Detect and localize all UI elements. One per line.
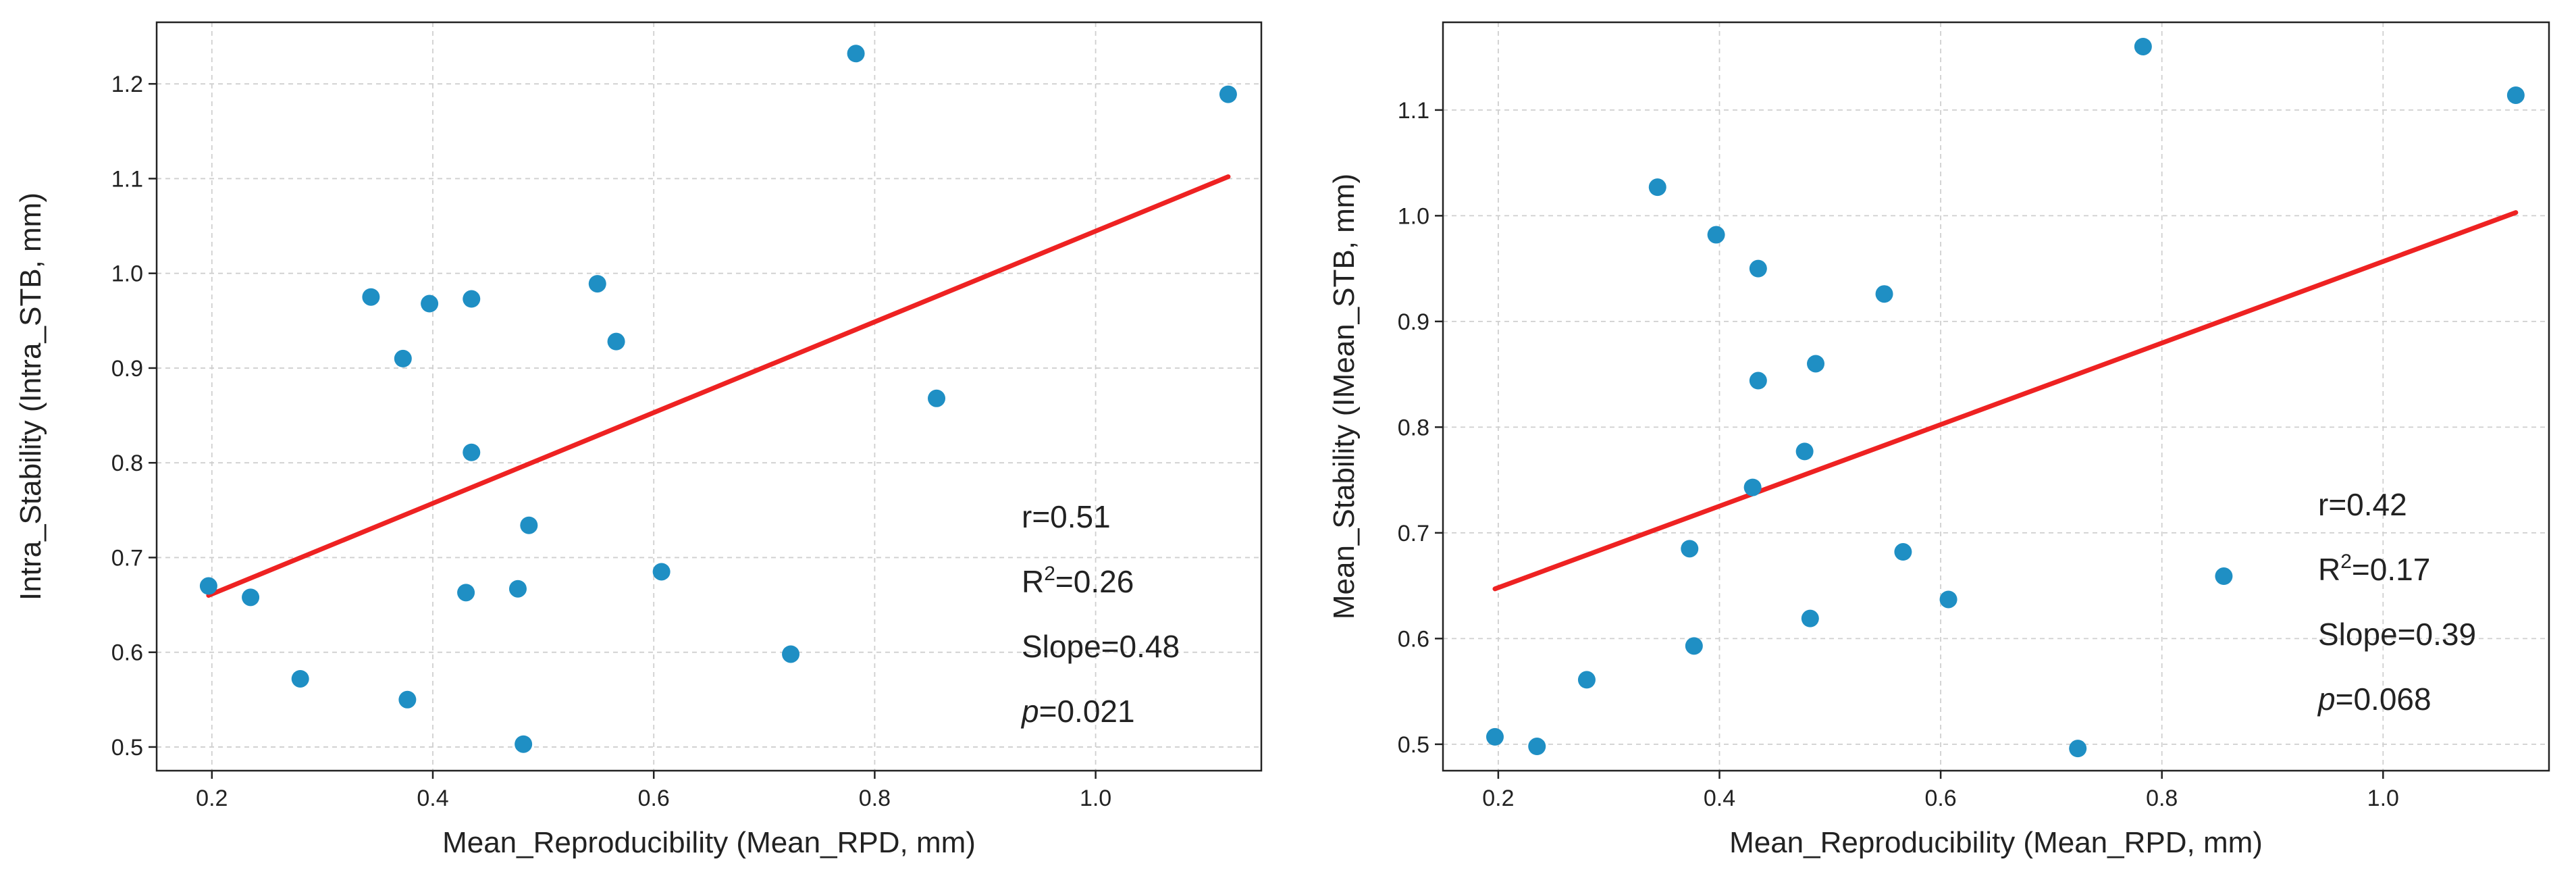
- left-x-tick-label: 0.4: [417, 786, 448, 811]
- left-y-tick-label: 0.6: [111, 640, 143, 666]
- left-stat-p: p=0.021: [1020, 694, 1135, 729]
- left-data-point: [199, 577, 217, 595]
- right-y-tick-label: 1.0: [1398, 203, 1429, 229]
- right-data-point: [1939, 590, 1957, 609]
- left-data-point: [1219, 85, 1237, 103]
- right-x-tick-label: 1.0: [2367, 786, 2399, 811]
- left-data-point: [394, 349, 412, 367]
- right-y-axis-label: Mean_Stability (IMean_STB, mm): [1328, 174, 1361, 619]
- left-data-point: [515, 735, 533, 753]
- right-data-point: [1807, 355, 1825, 373]
- left-x-tick-label: 1.0: [1080, 786, 1111, 811]
- right-data-point: [2215, 567, 2233, 586]
- left-x-tick-label: 0.2: [196, 786, 228, 811]
- right-data-point: [1795, 442, 1814, 461]
- right-data-point: [2134, 37, 2152, 55]
- left-data-point: [607, 332, 625, 351]
- left-stat-r: r=0.51: [1022, 499, 1111, 534]
- right-data-point: [1875, 285, 1893, 303]
- left-y-axis-label: Intra_Stability (Intra_STB, mm): [14, 193, 47, 600]
- right-x-tick-label: 0.8: [2146, 786, 2178, 811]
- left-data-point: [782, 645, 800, 663]
- left-data-point: [928, 389, 946, 407]
- left-data-point: [588, 275, 606, 293]
- right-x-tick-label: 0.2: [1482, 786, 1514, 811]
- left-data-point: [421, 294, 439, 313]
- right-y-tick-label: 0.6: [1398, 626, 1429, 652]
- right-fit-layer: [1492, 210, 2519, 592]
- right-gridlines: [1443, 22, 2549, 771]
- right-regression-line: [1492, 210, 2519, 592]
- left-regression-line: [206, 174, 1231, 598]
- right-stat-r: r=0.42: [2318, 487, 2407, 522]
- left-points: [199, 45, 1237, 753]
- right-data-point: [1486, 727, 1504, 746]
- left-stat-slope: Slope=0.48: [1022, 629, 1180, 664]
- left-plot-frame: [155, 21, 1263, 772]
- left-stats-annotation: r=0.51 R2=0.26 Slope=0.48 p=0.021: [1020, 499, 1180, 729]
- left-gridlines: [157, 22, 1261, 771]
- right-stats-annotation: r=0.42 R2=0.17 Slope=0.39 p=0.068: [2317, 487, 2476, 717]
- right-y-tick-label: 0.7: [1398, 521, 1429, 546]
- left-y-tick-label: 0.9: [111, 356, 143, 382]
- left-data-point: [508, 580, 527, 598]
- left-y-tick-label: 0.5: [111, 735, 143, 761]
- left-data-point: [520, 516, 538, 534]
- left-y-tick-label: 1.0: [111, 261, 143, 287]
- right-data-point: [1577, 671, 1596, 689]
- right-points: [1486, 37, 2525, 758]
- right-stat-p: p=0.068: [2317, 682, 2432, 717]
- right-plot-frame: [1442, 21, 2550, 772]
- left-axis-ticks: 0.2 0.4 0.6 0.8 1.0 0.5 0.6 0.7 0.8 0.9 1.0 1.1 1.2: [111, 72, 1111, 811]
- right-axis-ticks: 0.2 0.4 0.6 0.8 1.0 0.5 0.6 0.7 0.8 0.9 1.0 1.1: [1398, 98, 2399, 811]
- left-data-point: [463, 443, 481, 461]
- right-y-tick-label: 0.5: [1398, 732, 1429, 758]
- right-y-tick-label: 0.9: [1398, 309, 1429, 335]
- right-y-tick-label: 0.8: [1398, 415, 1429, 440]
- right-data-point: [1749, 371, 1767, 390]
- right-y-tick-label: 1.1: [1398, 98, 1429, 124]
- right-scatter-chart: 0.2 0.4 0.6 0.8 1.0 0.5 0.6 0.7 0.8 0.9 1.0 1.1 Mea…: [1328, 21, 2550, 859]
- right-data-point: [2506, 86, 2525, 104]
- left-data-point: [652, 563, 671, 581]
- left-scatter-chart: 0.2 0.4 0.6 0.8 1.00.50.60.70.80.91.01.11.2 …: [14, 21, 1263, 859]
- left-y-tick-label: 0.8: [111, 451, 143, 476]
- left-y-tick-label: 0.7: [111, 545, 143, 571]
- left-data-point: [398, 690, 417, 709]
- left-y-tick-label: 1.2: [111, 72, 143, 97]
- right-data-point: [1528, 738, 1546, 756]
- right-data-point: [1749, 259, 1767, 278]
- left-data-point: [463, 290, 481, 308]
- left-data-point: [291, 669, 309, 688]
- right-data-point: [1743, 478, 1762, 496]
- right-data-point: [1894, 543, 1912, 561]
- left-data-point: [362, 288, 380, 306]
- right-x-tick-label: 0.4: [1704, 786, 1735, 811]
- right-data-point: [1681, 540, 1699, 558]
- left-data-point: [457, 584, 475, 602]
- left-y-tick-label: 1.1: [111, 166, 143, 192]
- left-x-tick-label: 0.6: [638, 786, 670, 811]
- left-x-axis-label: Mean_Reproducibility (Mean_RPD, mm): [442, 826, 976, 859]
- right-data-point: [1707, 226, 1725, 244]
- right-stat-r2: R2=0.17: [2318, 550, 2430, 587]
- left-fit-layer: [206, 174, 1231, 598]
- right-stat-slope: Slope=0.39: [2318, 617, 2476, 652]
- left-x-tick-label: 0.8: [859, 786, 891, 811]
- right-data-point: [1685, 637, 1703, 655]
- right-x-axis-label: Mean_Reproducibility (Mean_RPD, mm): [1729, 826, 2263, 859]
- right-data-point: [1801, 609, 1819, 627]
- right-data-point: [1648, 178, 1666, 197]
- right-data-point: [2069, 740, 2087, 758]
- left-stat-r2: R2=0.26: [1022, 563, 1134, 599]
- left-data-point: [242, 588, 260, 607]
- right-x-tick-label: 0.6: [1924, 786, 1956, 811]
- left-data-point: [847, 45, 865, 63]
